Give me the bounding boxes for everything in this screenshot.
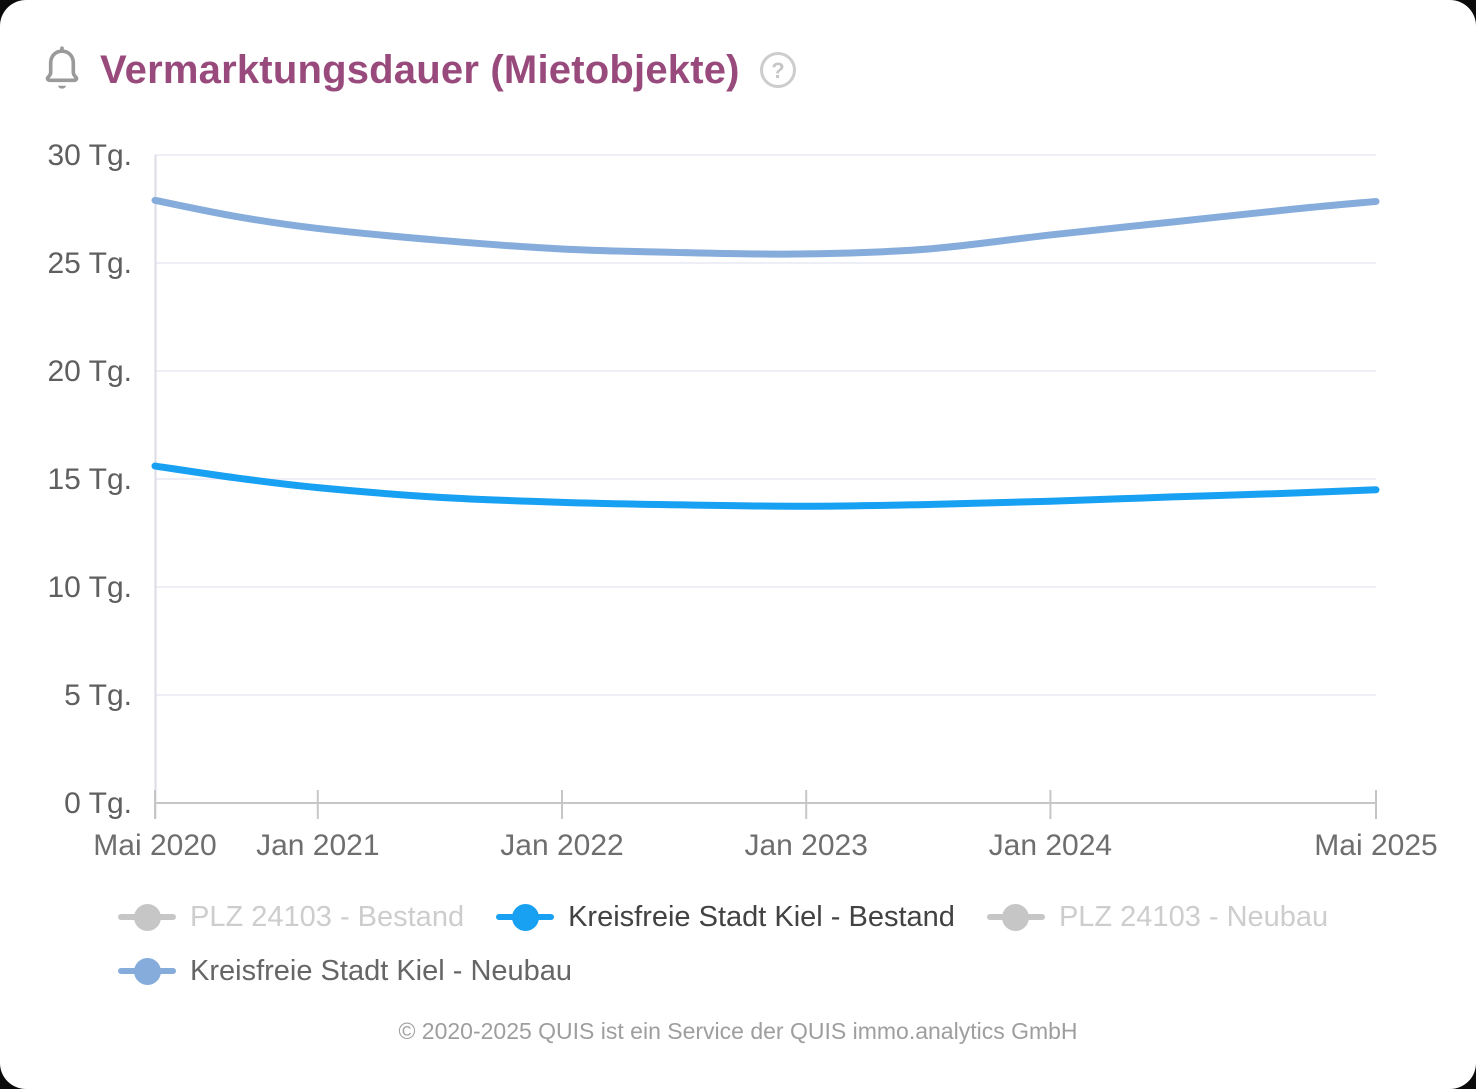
notification-bell-button[interactable]: [38, 44, 86, 96]
y-axis-tick-label: 20 Tg.: [47, 355, 132, 388]
bell-icon: [45, 46, 79, 89]
x-axis-tick-label: Jan 2021: [256, 829, 379, 862]
page-title: Vermarktungsdauer (Mietobjekte): [100, 47, 740, 92]
legend-item-kiel-neubau[interactable]: Kreisfreie Stadt Kiel - Neubau: [118, 944, 572, 998]
legend-label: Kreisfreie Stadt Kiel - Neubau: [190, 954, 573, 987]
y-axis-tick-label: 15 Tg.: [47, 463, 132, 496]
header: Vermarktungsdauer (Mietobjekte) ?: [38, 38, 1438, 102]
legend-marker: [986, 902, 1045, 932]
y-axis-tick-label: 0 Tg.: [64, 787, 132, 820]
series-line-kreisfreie-stadt-kiel-bestand: [151, 462, 1380, 510]
legend-item-kiel-bestand[interactable]: Kreisfreie Stadt Kiel - Bestand: [496, 890, 955, 944]
x-axis-tick-label: Jan 2024: [989, 829, 1112, 862]
y-axis-tick-label: 30 Tg.: [47, 139, 132, 172]
legend-marker: [118, 956, 176, 986]
y-axis-tick-label: 10 Tg.: [47, 571, 132, 604]
y-axis-tick-label: 5 Tg.: [64, 679, 132, 712]
copyright-footer: © 2020-2025 QUIS ist ein Service der QUI…: [398, 1018, 1078, 1044]
y-axis-tick-label: 25 Tg.: [47, 247, 132, 280]
help-icon: ?: [759, 52, 796, 88]
x-axis-tick-label: Mai 2020: [93, 829, 216, 862]
x-axis-tick-label: Jan 2022: [500, 829, 623, 862]
legend-item-plz24103-bestand[interactable]: PLZ 24103 - Bestand: [118, 890, 464, 944]
legend-label: PLZ 24103 - Neubau: [1058, 900, 1329, 933]
legend-item-plz24103-neubau[interactable]: PLZ 24103 - Neubau: [986, 890, 1329, 944]
line-chart: 30 Tg. 25 Tg. 20 Tg. 15 Tg. 10 Tg. 5 Tg. 0 Tg.…: [47, 139, 1437, 862]
legend-label: PLZ 24103 - Bestand: [190, 900, 465, 933]
legend-marker: [118, 902, 176, 932]
x-axis-tick-label: Jan 2023: [744, 829, 867, 862]
help-button[interactable]: ?: [758, 50, 798, 90]
chart-legend: PLZ 24103 - Bestand Kreisfreie Stadt Kie…: [118, 890, 1426, 998]
chart-area: 30 Tg. 25 Tg. 20 Tg. 15 Tg. 10 Tg. 5 Tg. 0 Tg.…: [0, 118, 1476, 880]
legend-marker: [496, 902, 555, 932]
legend-label: Kreisfreie Stadt Kiel - Bestand: [568, 900, 955, 933]
x-axis-tick-label: Mai 2025: [1314, 829, 1437, 862]
series-line-kreisfreie-stadt-kiel-neubau: [151, 196, 1380, 258]
svg-text:?: ?: [771, 58, 784, 83]
